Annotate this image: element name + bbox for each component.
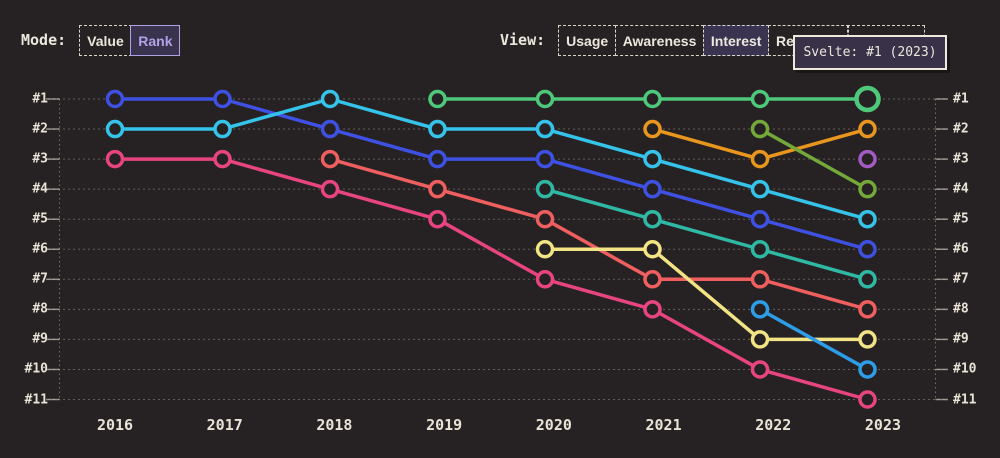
y-axis-label-right-3: #3 bbox=[953, 151, 969, 167]
x-axis-label-2016: 2016 bbox=[96, 416, 134, 434]
y-axis-label-right-8: #8 bbox=[953, 301, 969, 317]
data-point-cyan-2018[interactable] bbox=[320, 89, 340, 109]
data-point-salmon-red-2018[interactable] bbox=[320, 149, 340, 169]
data-point-salmon-red-2022[interactable] bbox=[750, 270, 770, 289]
y-axis-label-right-7: #7 bbox=[953, 271, 969, 287]
data-point-salmon-red-2021[interactable] bbox=[643, 270, 662, 289]
data-point-teal-2023[interactable] bbox=[858, 270, 877, 289]
data-point-magenta-pink-2023[interactable] bbox=[858, 390, 877, 409]
mode-control-group: Mode: Value Rank bbox=[21, 25, 181, 56]
data-point-magenta-pink-2018[interactable] bbox=[320, 179, 340, 199]
x-axis-label-2021: 2021 bbox=[645, 416, 682, 434]
data-point-olive-green-2022[interactable] bbox=[750, 119, 770, 139]
data-point-royal-blue-2016[interactable] bbox=[105, 89, 125, 109]
data-point-orange-2021[interactable] bbox=[643, 119, 662, 139]
x-axis-label-2022: 2022 bbox=[755, 416, 792, 434]
y-axis-label-right-4: #4 bbox=[953, 181, 969, 197]
mode-label: Mode: bbox=[21, 31, 67, 49]
data-point-teal-2021[interactable] bbox=[643, 209, 662, 229]
series-line-sky-blue bbox=[758, 307, 870, 372]
data-point-magenta-pink-2022[interactable] bbox=[750, 360, 770, 379]
y-axis-label-left-8: #8 bbox=[32, 301, 48, 317]
data-point-salmon-red-2019[interactable] bbox=[428, 179, 447, 199]
data-point-salmon-red-2023[interactable] bbox=[858, 300, 877, 319]
y-axis-label-left-6: #6 bbox=[32, 241, 48, 257]
y-axis-label-right-10: #10 bbox=[953, 361, 977, 377]
data-point-royal-blue-2019[interactable] bbox=[428, 149, 447, 169]
series-line-teal bbox=[543, 187, 870, 282]
data-point-yellow-2023[interactable] bbox=[858, 330, 877, 349]
series-line-magenta-pink bbox=[113, 157, 870, 402]
data-point-royal-blue-2017[interactable] bbox=[213, 89, 232, 109]
x-axis-label-2017: 2017 bbox=[206, 416, 243, 434]
y-axis-label-left-11: #11 bbox=[24, 392, 48, 407]
y-axis-label-left-10: #10 bbox=[24, 361, 48, 377]
mode-button-row: Value Rank bbox=[79, 25, 181, 56]
x-axis-label-2018: 2018 bbox=[316, 416, 353, 434]
data-point-svelte-green-2021[interactable] bbox=[643, 89, 662, 109]
data-point-orange-2022[interactable] bbox=[750, 149, 770, 169]
data-point-olive-green-2023[interactable] bbox=[858, 179, 877, 199]
data-point-svelte-green-2019[interactable] bbox=[428, 89, 447, 109]
data-point-cyan-2017[interactable] bbox=[213, 119, 232, 139]
series-line-royal-blue bbox=[113, 97, 870, 251]
y-axis-label-right-1: #1 bbox=[953, 91, 969, 107]
view-label: View: bbox=[500, 31, 546, 49]
data-point-cyan-2019[interactable] bbox=[428, 119, 447, 139]
data-point-royal-blue-2021[interactable] bbox=[643, 179, 662, 199]
data-point-cyan-2016[interactable] bbox=[105, 119, 125, 139]
data-point-cyan-2021[interactable] bbox=[643, 149, 662, 169]
data-point-cyan-2023[interactable] bbox=[858, 209, 877, 229]
x-axis-label-2020: 2020 bbox=[535, 416, 572, 434]
series-line-olive-green bbox=[758, 127, 870, 191]
data-point-royal-blue-2020[interactable] bbox=[535, 149, 555, 169]
view-interest-button[interactable]: Interest bbox=[702, 25, 770, 56]
y-axis-label-left-5: #5 bbox=[32, 211, 48, 227]
data-point-yellow-2022[interactable] bbox=[750, 330, 770, 349]
data-point-teal-2022[interactable] bbox=[750, 240, 770, 259]
data-point-svelte-green-2020[interactable] bbox=[535, 89, 555, 109]
y-axis-label-right-11: #11 bbox=[953, 392, 977, 407]
y-axis-label-left-3: #3 bbox=[32, 151, 48, 167]
data-point-yellow-2020[interactable] bbox=[535, 240, 555, 259]
data-point-svelte-green-2023[interactable] bbox=[854, 85, 881, 113]
y-axis-label-left-7: #7 bbox=[32, 271, 48, 287]
data-point-sky-blue-2022[interactable] bbox=[750, 300, 770, 319]
data-point-salmon-red-2020[interactable] bbox=[535, 209, 555, 229]
data-point-orange-2023[interactable] bbox=[858, 119, 877, 139]
mode-rank-button[interactable]: Rank bbox=[130, 25, 181, 56]
data-point-sky-blue-2023[interactable] bbox=[858, 360, 877, 379]
data-point-magenta-pink-2020[interactable] bbox=[535, 270, 555, 289]
y-axis-label-right-9: #9 bbox=[953, 331, 969, 347]
data-point-magenta-pink-2021[interactable] bbox=[643, 300, 662, 319]
view-usage-button[interactable]: Usage bbox=[558, 25, 617, 56]
y-axis-label-right-6: #6 bbox=[953, 241, 969, 257]
data-point-teal-2020[interactable] bbox=[535, 179, 555, 199]
data-point-royal-blue-2022[interactable] bbox=[750, 209, 770, 229]
data-point-cyan-2022[interactable] bbox=[750, 179, 770, 199]
y-axis-label-left-4: #4 bbox=[32, 181, 48, 197]
data-point-yellow-2021[interactable] bbox=[643, 240, 662, 259]
data-point-cyan-2020[interactable] bbox=[535, 119, 555, 139]
data-point-purple-2023[interactable] bbox=[858, 149, 877, 169]
y-axis-label-right-5: #5 bbox=[953, 211, 969, 227]
data-point-svelte-green-2022[interactable] bbox=[750, 89, 770, 109]
y-axis-label-left-2: #2 bbox=[32, 121, 48, 137]
y-axis-label-left-1: #1 bbox=[32, 91, 48, 107]
data-point-magenta-pink-2017[interactable] bbox=[213, 149, 232, 169]
series-line-cyan bbox=[113, 97, 870, 221]
data-point-royal-blue-2018[interactable] bbox=[320, 119, 340, 139]
data-point-magenta-pink-2016[interactable] bbox=[105, 149, 125, 169]
series-tooltip: Svelte: #1 (2023) bbox=[793, 35, 947, 70]
data-point-magenta-pink-2019[interactable] bbox=[428, 209, 447, 229]
x-axis-label-2023: 2023 bbox=[864, 416, 902, 434]
x-axis-label-2019: 2019 bbox=[426, 416, 463, 434]
series-line-salmon-red bbox=[328, 157, 870, 312]
y-axis-label-right-2: #2 bbox=[953, 121, 969, 137]
data-point-royal-blue-2023[interactable] bbox=[858, 240, 877, 259]
y-axis-label-left-9: #9 bbox=[32, 331, 48, 347]
